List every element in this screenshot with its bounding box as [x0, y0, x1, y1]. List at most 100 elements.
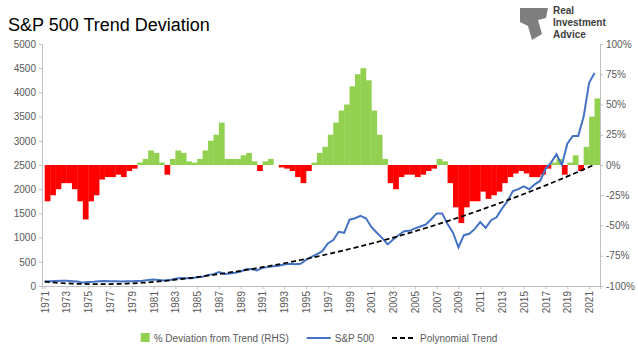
bar — [567, 163, 573, 165]
bar — [371, 111, 377, 165]
tick-mark — [458, 286, 459, 289]
bar — [437, 159, 443, 165]
line — [45, 165, 595, 284]
tick-label: -25% — [606, 190, 629, 201]
tick-mark — [600, 256, 603, 257]
tick: 5000 — [14, 39, 42, 50]
bar — [279, 165, 285, 167]
tick-mark — [502, 286, 503, 289]
bar — [497, 165, 503, 192]
bar — [83, 165, 89, 219]
tick-label: 1999 — [345, 291, 356, 314]
bar — [420, 165, 426, 175]
tick: 2017 — [541, 286, 552, 313]
bar — [99, 165, 105, 180]
legend-label: Polynomial Trend — [420, 333, 497, 344]
bar — [486, 165, 492, 199]
tick-label: 2500 — [14, 160, 37, 171]
tick-label: 4500 — [14, 63, 37, 74]
bar — [164, 165, 170, 175]
bar — [115, 165, 121, 175]
tick-mark — [600, 226, 603, 227]
tick-label: 50% — [606, 99, 626, 110]
tick-label: 2001 — [366, 291, 377, 314]
tick: 2001 — [366, 286, 377, 313]
bar — [382, 159, 388, 165]
logo: RealInvestmentAdvice — [520, 5, 606, 40]
legend-swatch — [307, 337, 331, 339]
tick: 2009 — [453, 286, 464, 313]
tick: 1977 — [105, 286, 116, 313]
tick: 500 — [19, 257, 42, 268]
tick: 1997 — [323, 286, 334, 313]
bar — [442, 161, 448, 165]
tick: 2013 — [497, 286, 508, 313]
bar — [284, 165, 290, 169]
bar — [529, 165, 535, 177]
tick-mark — [219, 286, 220, 289]
tick: 1975 — [83, 286, 94, 313]
tick: -25% — [600, 190, 629, 201]
tick-mark — [600, 195, 603, 196]
logo-text: RealInvestmentAdvice — [553, 5, 606, 40]
legend-item: % Deviation from Trend (RHS) — [141, 333, 289, 344]
tick: 1987 — [214, 286, 225, 313]
tick-label: 4000 — [14, 87, 37, 98]
bar — [290, 165, 296, 171]
bar — [431, 165, 437, 169]
bar — [404, 165, 410, 175]
bar — [388, 165, 394, 183]
tick-label: -50% — [606, 220, 629, 231]
tick: 0% — [600, 160, 621, 171]
tick-mark — [600, 135, 603, 136]
tick-mark — [306, 286, 307, 289]
tick-label: 3000 — [14, 136, 37, 147]
tick: 1989 — [236, 286, 247, 313]
bar — [426, 165, 432, 171]
tick-label: 100% — [606, 39, 632, 50]
bar — [186, 161, 192, 165]
logo-icon — [520, 8, 548, 40]
bar — [208, 141, 214, 165]
tick-label: -100% — [606, 281, 635, 292]
legend-swatch — [141, 333, 150, 342]
tick-mark — [132, 286, 133, 289]
bar — [322, 147, 328, 165]
bar — [197, 159, 203, 165]
tick-mark — [154, 286, 155, 289]
bar — [105, 165, 111, 177]
bar — [121, 165, 127, 177]
legend-item: Polynomial Trend — [392, 333, 497, 344]
bar — [203, 150, 209, 165]
tick-label: 1993 — [279, 291, 290, 314]
bar — [409, 165, 415, 175]
bar — [219, 123, 225, 165]
tick: -75% — [600, 250, 629, 261]
bar — [317, 153, 323, 165]
bar — [50, 165, 56, 195]
tick-mark — [437, 286, 438, 289]
tick-label: 2017 — [541, 291, 552, 314]
bar — [491, 165, 497, 195]
bar — [535, 165, 541, 177]
tick-label: 0 — [30, 281, 36, 292]
bar — [213, 135, 219, 165]
tick: -100% — [600, 281, 635, 292]
tick-label: 2000 — [14, 184, 37, 195]
y2-axis: -100%-75%-50%-25%0%25%50%75%100% — [600, 39, 635, 292]
tick-mark — [415, 286, 416, 289]
tick-label: 2021 — [584, 291, 595, 314]
tick-label: 1973 — [61, 291, 72, 314]
tick: 1979 — [127, 286, 138, 313]
tick-label: 1987 — [214, 291, 225, 314]
tick-mark — [110, 286, 111, 289]
tick-mark — [39, 189, 42, 190]
tick-mark — [328, 286, 329, 289]
chart-container: S&P 500 Trend DeviationRealInvestmentAdv… — [0, 0, 638, 355]
bar — [595, 98, 600, 165]
axis-line — [43, 287, 601, 290]
bar — [301, 165, 307, 183]
tick-label: 2007 — [432, 291, 443, 314]
tick-label: 1997 — [323, 291, 334, 314]
tick-label: 1995 — [301, 291, 312, 314]
